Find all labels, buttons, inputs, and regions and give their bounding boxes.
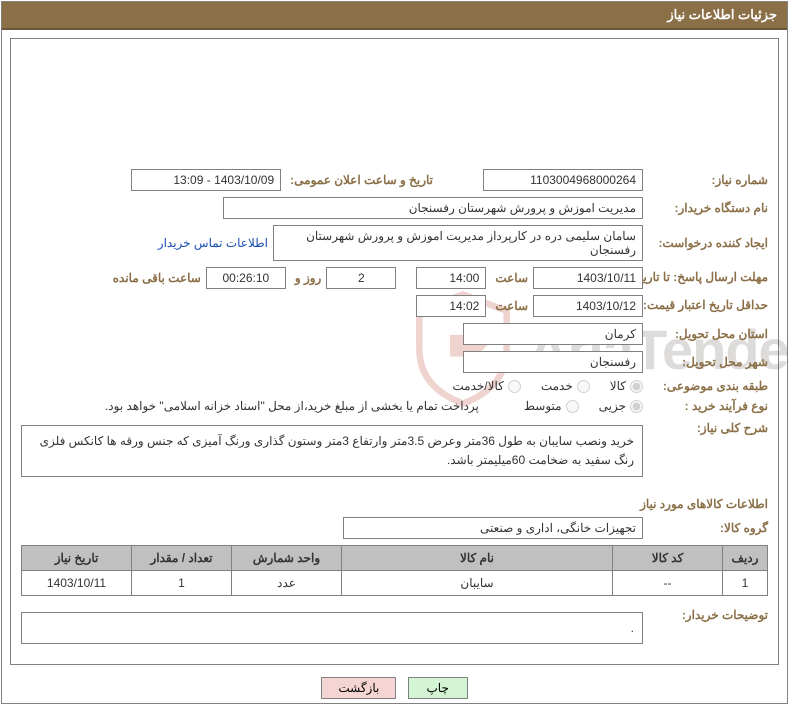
- remarks-label: توضیحات خریدار:: [648, 608, 768, 622]
- days-remaining: 2: [326, 267, 396, 289]
- delivery-city: رفسنجان: [463, 351, 643, 373]
- min-validity-time-label: ساعت: [491, 299, 528, 313]
- cell-qty: 1: [132, 571, 232, 596]
- radio-service[interactable]: خدمت: [541, 379, 590, 393]
- buyer-contact-link[interactable]: اطلاعات تماس خریدار: [158, 236, 268, 250]
- delivery-province: کرمان: [463, 323, 643, 345]
- radio-partial-text: جزیی: [599, 399, 626, 413]
- category-label: طبقه بندی موضوعی:: [648, 379, 768, 393]
- cell-row: 1: [723, 571, 768, 596]
- buyer-label: نام دستگاه خریدار:: [648, 201, 768, 215]
- countdown: 00:26:10: [206, 267, 286, 289]
- items-table: ردیف کد کالا نام کالا واحد شمارش تعداد /…: [21, 545, 768, 596]
- radio-service-text: خدمت: [541, 379, 573, 393]
- radio-service-input[interactable]: [577, 380, 590, 393]
- deadline-time-label: ساعت: [491, 271, 528, 285]
- creator-name: سامان سلیمی دره در کارپرداز مدیریت اموزش…: [273, 225, 643, 261]
- table-row: 1 -- سایبان عدد 1 1403/10/11: [22, 571, 768, 596]
- deadline-label: مهلت ارسال پاسخ: تا تاریخ:: [648, 270, 768, 286]
- creator-label: ایجاد کننده درخواست:: [648, 236, 768, 250]
- items-title: اطلاعات کالاهای مورد نیاز: [21, 497, 768, 511]
- cell-name: سایبان: [342, 571, 613, 596]
- th-name: نام کالا: [342, 546, 613, 571]
- th-code: کد کالا: [613, 546, 723, 571]
- group-value: تجهیزات خانگی، اداری و صنعتی: [343, 517, 643, 539]
- min-validity-date: 1403/10/12: [533, 295, 643, 317]
- radio-medium[interactable]: متوسط: [524, 399, 579, 413]
- min-validity-label: حداقل تاریخ اعتبار قیمت: تا تاریخ:: [648, 298, 768, 314]
- th-qty: تعداد / مقدار: [132, 546, 232, 571]
- payment-note: پرداخت تمام یا بخشی از مبلغ خرید،از محل …: [105, 399, 479, 413]
- radio-goods-service[interactable]: کالا/خدمت: [452, 379, 520, 393]
- radio-goods-input[interactable]: [630, 380, 643, 393]
- deadline-date: 1403/10/11: [533, 267, 643, 289]
- radio-goods[interactable]: کالا: [610, 379, 643, 393]
- min-validity-time: 14:02: [416, 295, 486, 317]
- radio-partial[interactable]: جزیی: [599, 399, 643, 413]
- province-label: استان محل تحویل:: [648, 327, 768, 341]
- days-and-label: روز و: [291, 271, 322, 285]
- summary-label: شرح کلی نیاز:: [648, 421, 768, 435]
- remarks-text: .: [21, 612, 643, 644]
- radio-partial-input[interactable]: [630, 400, 643, 413]
- buyer-name: مدیریت اموزش و پرورش شهرستان رفسنجان: [223, 197, 643, 219]
- radio-medium-input[interactable]: [566, 400, 579, 413]
- cell-code: --: [613, 571, 723, 596]
- radio-goods-service-text: کالا/خدمت: [452, 379, 503, 393]
- print-button[interactable]: چاپ: [408, 677, 468, 699]
- back-button[interactable]: بازگشت: [321, 677, 396, 699]
- need-number-label: شماره نیاز:: [648, 173, 768, 187]
- cell-unit: عدد: [232, 571, 342, 596]
- group-label: گروه کالا:: [648, 521, 768, 535]
- header-title: جزئیات اطلاعات نیاز: [2, 2, 787, 30]
- cell-date: 1403/10/11: [22, 571, 132, 596]
- deadline-time: 14:00: [416, 267, 486, 289]
- need-number: 1103004968000264: [483, 169, 643, 191]
- radio-goods-text: کالا: [610, 379, 626, 393]
- remaining-label: ساعت باقی مانده: [109, 271, 201, 285]
- city-label: شهر محل تحویل:: [648, 355, 768, 369]
- announce-label: تاریخ و ساعت اعلان عمومی:: [286, 173, 433, 187]
- th-date: تاریخ نیاز: [22, 546, 132, 571]
- process-label: نوع فرآیند خرید :: [648, 399, 768, 413]
- radio-medium-text: متوسط: [524, 399, 562, 413]
- summary-text: خرید ونصب سایبان به طول 36متر وعرض 3.5مت…: [21, 425, 643, 477]
- radio-goods-service-input[interactable]: [508, 380, 521, 393]
- th-row: ردیف: [723, 546, 768, 571]
- announce-date: 1403/10/09 - 13:09: [131, 169, 281, 191]
- th-unit: واحد شمارش: [232, 546, 342, 571]
